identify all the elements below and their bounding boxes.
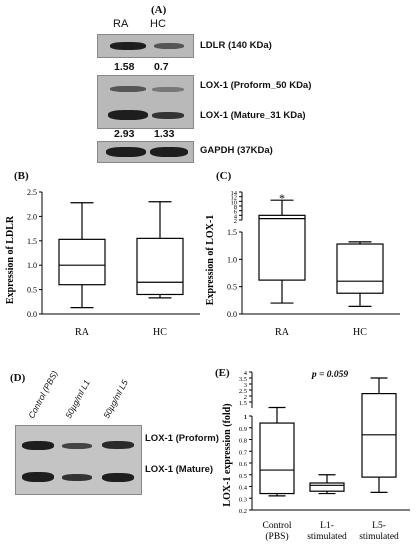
chart-e-box-0 [259,406,295,497]
chart-c-ytick-upper-0: 2 [234,218,237,225]
chart-e-ylabel: LOX-1 expression (fold) [222,403,233,506]
band-label-d-proform: LOX-1 (Proform) [145,433,219,444]
ratio-ldlr-ra: 1.58 [114,61,135,73]
panel-b-label: (B) [14,170,29,182]
chart-e-ytick-upper-0: 1 [244,414,247,421]
chart-e-box-1-iqr [309,482,345,492]
chart-e-ytick-upper-1: 1.5 [239,400,247,407]
chart-e-ytick-upper-2: 2 [244,394,247,401]
chart-b-box-1-iqr [136,237,184,296]
chart-c-ytick-upper-5: 12 [231,195,238,202]
panel-d-label: (D) [10,372,26,384]
chart-c-ytick-upper-6: 14 [231,190,238,197]
chart-c-box-1 [336,241,384,307]
chart-c-ytick-upper-1: 4 [234,213,238,220]
chart-c-ytick-upper-4: 10 [231,199,238,206]
chart-b-ytick-2: 1.0 [27,261,37,270]
chart-c-box-0-iqr [258,214,306,281]
chart-e-ytick-lower-4: 0.6 [239,461,248,468]
chart-c-ytick-lower-0: 0.0 [227,310,237,319]
chart-e-box-2 [361,377,397,493]
chart-c-annotation: * [279,191,285,205]
panel-e-label: (E) [215,367,230,379]
ratio-ldlr-hc: 0.7 [154,61,169,73]
chart-c-ytick-lower-1: 0.5 [227,283,237,292]
chart-e-xtick-l5: L5-stimulated [359,521,399,542]
chart-e-xtick-control: Control (PBS) [262,521,291,542]
chart-e-ytick-upper-5: 3.5 [239,376,247,383]
chart-c-xtick-ra: RA [275,327,290,338]
chart-c-ytick-lower-2: 1.0 [227,255,237,264]
chart-c-ytick-upper-2: 6 [234,209,238,216]
lane-label-l5: 50µg/ml L5 [101,378,130,420]
chart-b-xtick-hc: HC [153,327,167,338]
chart-c-ytick-upper-3: 8 [234,204,237,211]
chart-b-ylabel: Expression of LDLR [5,215,16,304]
blot-lox1-stimulation [15,425,142,495]
chart-e-xtick-l1: L1-stimulated [307,521,347,542]
chart-c-ytick-lower-3: 1.5 [227,228,237,237]
chart-e-ytick-upper-4: 3 [244,382,247,389]
chart-b-box-1 [136,201,184,299]
chart-b-ytick-4: 2.0 [27,212,37,221]
lane-label-ra: RA [113,18,129,30]
ratio-lox1-hc: 1.33 [154,128,175,140]
chart-e-box-1 [309,474,345,495]
blot-ldlr [97,34,194,58]
blot-gapdh [97,141,194,163]
chart-b-box-0 [58,202,106,309]
panel-c-label: (C) [216,170,232,182]
chart-e-ytick-lower-7: 0.9 [239,426,247,433]
lane-label-control: Control (PBS) [26,369,60,420]
chart-b: Expression of LDLR 0.0 0.5 1.0 1.5 2.0 2.5 RA… [5,188,200,338]
chart-b-ytick-5: 2.5 [27,188,37,197]
chart-e-ytick-lower-3: 0.5 [239,473,247,480]
chart-e-ytick-lower-0: 0.2 [239,508,247,515]
band-label-ldlr: LDLR (140 KDa) [200,40,272,51]
chart-b-xtick-ra: RA [75,327,90,338]
chart-c-ylabel: Expression of LOX-1 [205,215,216,305]
chart-c-box-0 [258,199,306,304]
chart-c-box-1-iqr [336,243,384,294]
chart-e: LOX-1 expression (fold) 1 1.522.533.54 0.2… [222,370,410,542]
band-label-d-mature: LOX-1 (Mature) [145,464,214,475]
chart-b-ytick-0: 0.0 [27,310,37,319]
band-label-lox1-mature: LOX-1 (Mature_31 KDa) [200,110,306,121]
chart-b-ytick-1: 0.5 [27,286,37,295]
chart-e-ytick-upper-6: 4 [244,370,248,377]
chart-b-box-0-iqr [58,238,106,286]
chart-c-xtick-hc: HC [353,327,367,338]
panel-a-label: (A) [151,4,167,16]
chart-e-ytick-lower-6: 0.8 [239,438,247,445]
chart-e-ytick-upper-3: 2.5 [239,388,247,395]
lane-label-hc: HC [150,18,166,30]
band-label-gapdh: GAPDH (37KDa) [200,145,273,156]
blot-lox1 [97,75,194,129]
chart-e-ytick-lower-2: 0.4 [239,485,248,492]
chart-e-ytick-lower-8: 1 [244,414,247,421]
lane-label-l1: 50µg/ml L1 [63,378,92,420]
chart-e-ytick-lower-5: 0.7 [239,449,248,456]
chart-e-ytick-lower-1: 0.3 [239,496,247,503]
ratio-lox1-ra: 2.93 [114,128,135,140]
chart-b-ytick-3: 1.5 [27,237,37,246]
chart-e-annotation: p = 0.059 [311,370,349,380]
chart-e-box-0-iqr [259,422,295,495]
band-label-lox1-proform: LOX-1 (Proform_50 KDa) [200,80,312,91]
